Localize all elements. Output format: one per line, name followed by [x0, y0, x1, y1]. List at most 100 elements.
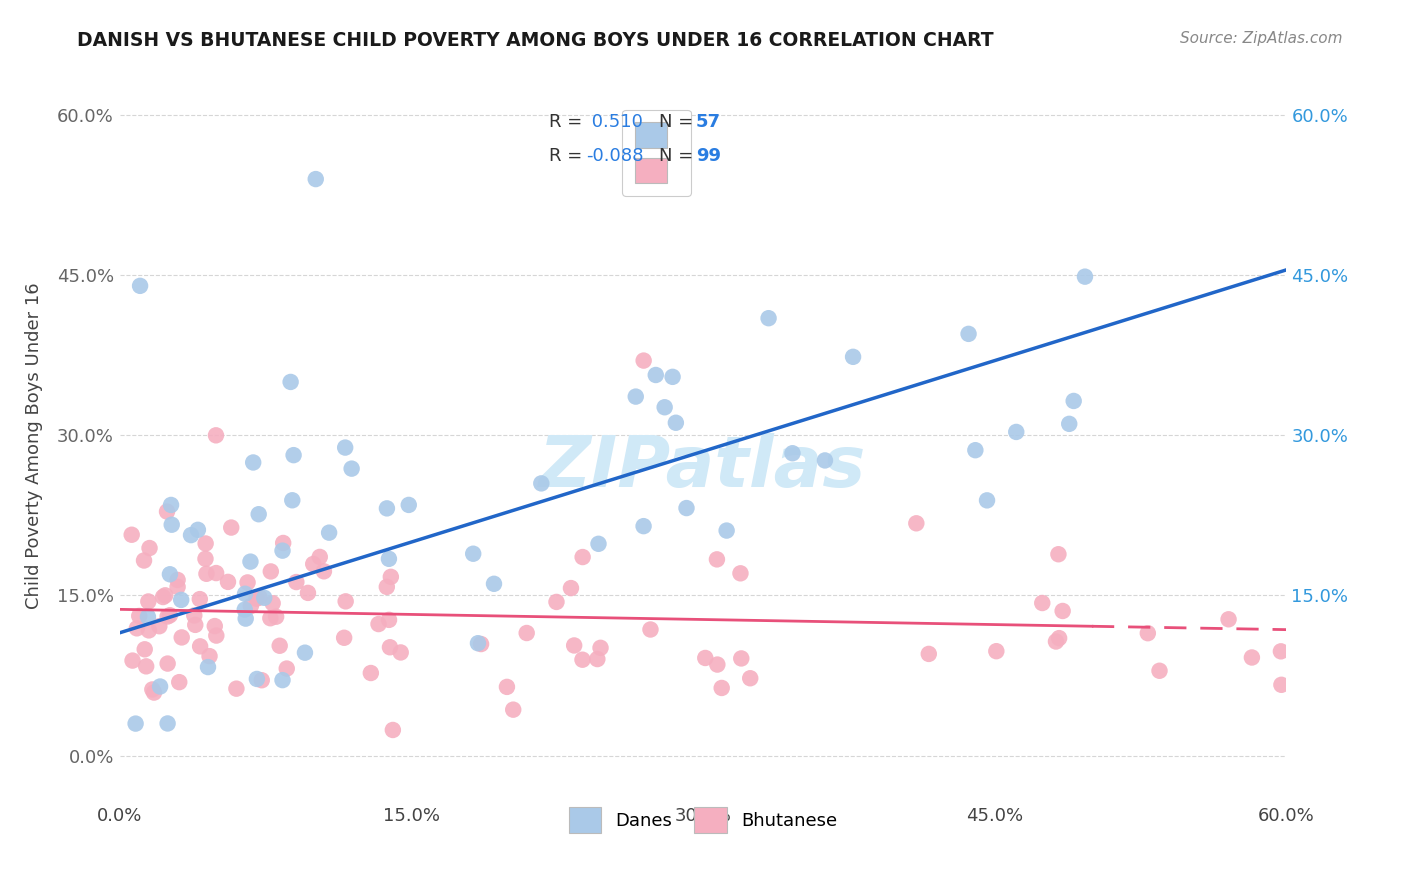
Point	[1270, 678, 1292, 692]
Point	[156, 609, 179, 624]
Point	[170, 593, 193, 607]
Point	[121, 654, 143, 668]
Point	[340, 461, 363, 475]
Point	[188, 592, 211, 607]
Point	[706, 657, 728, 672]
Point	[194, 551, 217, 566]
Point	[128, 609, 150, 624]
Point	[134, 642, 156, 657]
Point	[706, 552, 728, 566]
Point	[562, 639, 585, 653]
Point	[360, 666, 382, 681]
Point	[467, 636, 489, 650]
Point	[644, 368, 666, 382]
Point	[710, 681, 733, 695]
Point	[249, 591, 271, 605]
Point	[160, 498, 183, 512]
Point	[661, 369, 683, 384]
Point	[285, 575, 308, 590]
Point	[205, 629, 228, 643]
Point	[586, 652, 609, 666]
Point	[297, 586, 319, 600]
Text: N =: N =	[658, 113, 693, 131]
Point	[239, 599, 262, 613]
Point	[1074, 269, 1097, 284]
Point	[143, 685, 166, 699]
Point	[1136, 626, 1159, 640]
Point	[204, 619, 226, 633]
Point	[463, 547, 485, 561]
Text: 57: 57	[696, 113, 721, 131]
Point	[250, 673, 273, 688]
Point	[333, 631, 356, 645]
Point	[1047, 547, 1070, 561]
Point	[281, 493, 304, 508]
Point	[740, 671, 762, 685]
Point	[262, 596, 284, 610]
Point	[233, 602, 256, 616]
Point	[188, 640, 211, 654]
Point	[138, 594, 160, 608]
Point	[695, 651, 717, 665]
Point	[375, 501, 398, 516]
Point	[148, 619, 170, 633]
Point	[380, 570, 402, 584]
Point	[375, 580, 398, 594]
Point	[183, 608, 205, 623]
Point	[1005, 425, 1028, 439]
Point	[905, 516, 928, 531]
Point	[530, 476, 553, 491]
Point	[335, 441, 357, 455]
Point	[149, 680, 172, 694]
Point	[730, 566, 752, 581]
Point	[502, 703, 524, 717]
Text: R =: R =	[548, 113, 582, 131]
Point	[184, 618, 207, 632]
Text: ZIPatlas: ZIPatlas	[540, 433, 866, 501]
Text: 99: 99	[696, 146, 721, 165]
Point	[236, 575, 259, 590]
Point	[125, 621, 148, 635]
Point	[633, 353, 655, 368]
Point	[589, 640, 612, 655]
Point	[124, 716, 146, 731]
Point	[560, 581, 582, 595]
Point	[135, 659, 157, 673]
Point	[138, 541, 160, 555]
Point	[138, 624, 160, 638]
Point	[294, 646, 316, 660]
Text: R =: R =	[548, 146, 582, 165]
Point	[197, 660, 219, 674]
Point	[247, 507, 270, 521]
Point	[1240, 650, 1263, 665]
Point	[167, 675, 190, 690]
Point	[219, 520, 242, 534]
Point	[180, 528, 202, 542]
Point	[166, 580, 188, 594]
Point	[482, 576, 505, 591]
Point	[205, 428, 228, 442]
Point	[367, 617, 389, 632]
Point	[398, 498, 420, 512]
Point	[571, 549, 593, 564]
Point	[166, 573, 188, 587]
Point	[378, 551, 401, 566]
Point	[1045, 634, 1067, 648]
Point	[654, 401, 676, 415]
Point	[716, 524, 738, 538]
Point	[187, 523, 209, 537]
Point	[378, 613, 401, 627]
Point	[242, 455, 264, 469]
Point	[121, 527, 143, 541]
Point	[141, 682, 163, 697]
Point	[305, 172, 328, 186]
Point	[470, 637, 492, 651]
Point	[633, 519, 655, 533]
Point	[160, 517, 183, 532]
Point	[260, 565, 283, 579]
Point	[276, 662, 298, 676]
Point	[1270, 644, 1292, 658]
Point	[156, 716, 179, 731]
Point	[156, 505, 179, 519]
Point	[496, 680, 519, 694]
